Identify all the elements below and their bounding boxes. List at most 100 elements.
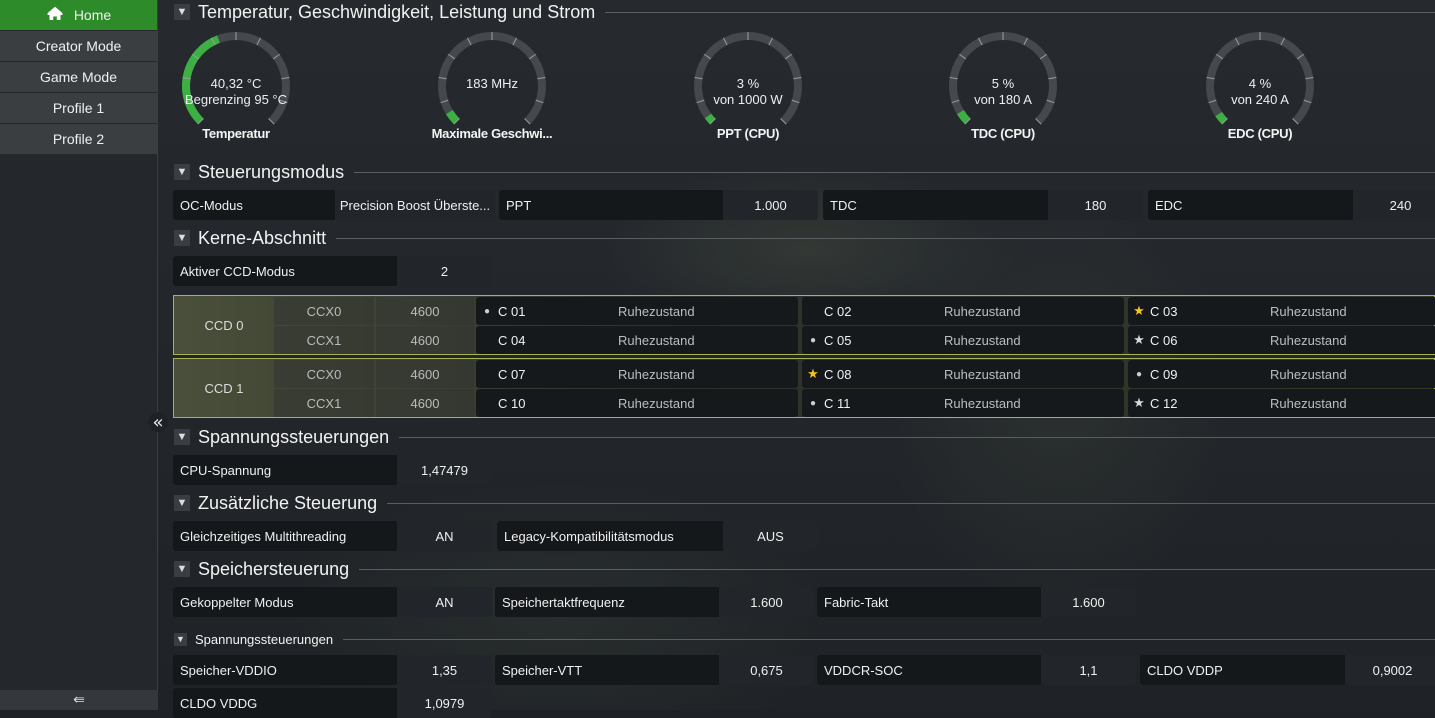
section-header-cores[interactable]: ▼ Kerne-Abschnitt [174,227,1435,249]
mem-vtt-setting: Speicher-VTT 0,675 [495,655,814,685]
gauge-label: EDC (CPU) [1227,126,1293,141]
sidebar-item-creator-mode[interactable]: Creator Mode [0,31,157,61]
core-cell[interactable]: ● C 05 Ruhezustand [802,326,1124,354]
setting-value[interactable]: 2 [397,256,492,286]
setting-value[interactable]: 1,1 [1041,655,1136,685]
setting-value[interactable]: 1,47479 [397,455,492,485]
setting-value[interactable]: Precision Boost Überste... [335,190,495,220]
section-header-memory[interactable]: ▼ Speichersteuerung [174,558,1435,580]
sidebar-item-profile-1[interactable]: Profile 1 [0,93,157,123]
section-header-voltage[interactable]: ▼ Spannungssteuerungen [174,426,1435,448]
core-cell[interactable]: C 10 Ruhezustand [476,389,798,417]
gauge-tick [512,37,517,46]
setting-label: OC-Modus [180,197,243,213]
core-id: C 07 [498,366,526,382]
core-id: C 06 [1150,332,1178,348]
chevron-down-icon[interactable]: ▼ [174,495,190,511]
oc-mode-setting: OC-Modus Precision Boost Überste... [173,190,495,220]
gauge-tick [1216,53,1224,60]
collapse-sidebar-button[interactable]: « [148,412,168,433]
gauge-tick [784,53,792,60]
home-icon [46,6,64,24]
gauge-tick [1023,37,1028,46]
core-cell[interactable]: C 02 Ruhezustand [802,297,1124,325]
gauge-fill [704,113,716,125]
core-id: C 01 [498,303,526,319]
setting-value[interactable]: AUS [723,521,818,551]
gauge-tick [184,99,193,104]
divider [605,11,1435,13]
chevron-down-icon[interactable]: ▼ [174,164,190,180]
section-title: Steuerungsmodus [198,161,345,182]
sidebar-item-label: Home [73,7,112,23]
sidebar-item-label: Profile 2 [52,131,105,147]
gauge-line2: von 240 A [1231,92,1289,107]
core-cell[interactable]: ● C 01 Ruhezustand [476,297,798,325]
core-cell[interactable]: ★ C 06 Ruhezustand [1128,326,1435,354]
setting-value[interactable]: AN [397,521,492,551]
sidebar-footer[interactable]: ⇚ [0,690,158,710]
chevron-down-icon[interactable]: ▼ [174,230,190,246]
setting-value[interactable]: 1,0979 [397,688,492,718]
ccx-name: CCX0 [274,297,374,325]
gauge-fill [956,109,971,125]
core-state: Ruhezustand [944,366,1021,382]
setting-label: Speichertaktfrequenz [502,594,625,610]
gauge-tick [1039,53,1047,60]
section-header-temp[interactable]: ▼ Temperatur, Geschwindigkeit, Leistung u… [174,1,1435,23]
core-cell[interactable]: ★ C 03 Ruhezustand [1128,297,1435,325]
setting-value[interactable]: 1,35 [397,655,492,685]
setting-value[interactable]: 1.000 [723,190,818,220]
gauge-tick [793,77,802,80]
sidebar-item-home[interactable]: Home [0,0,157,30]
cldo-vddp-setting: CLDO VDDP 0,9002 [1140,655,1435,685]
gauge-value: 4 % von 240 A [1190,76,1330,108]
sidebar: Home Creator Mode Game Mode Profile 1 Profil… [0,0,158,710]
setting-value[interactable]: 1.600 [1041,587,1136,617]
core-state: Ruhezustand [944,395,1021,411]
divider [343,638,1435,640]
setting-value[interactable]: 240 [1353,190,1435,220]
section-header-control-mode[interactable]: ▼ Steuerungsmodus [174,161,1435,183]
setting-value[interactable]: AN [397,587,492,617]
section-header-extra[interactable]: ▼ Zusätzliche Steuerung [174,492,1435,514]
ccx-name: CCX0 [274,360,374,388]
core-cell[interactable]: ★ C 12 Ruhezustand [1128,389,1435,417]
core-cell[interactable]: C 07 Ruhezustand [476,360,798,388]
ccd-block: CCD 0 CCX0 4600 ● C 01 Ruhezustand C 02 Ruhezus… [173,295,1435,355]
chevron-down-icon[interactable]: ▼ [174,561,190,577]
gauge-tick [524,118,531,125]
setting-value[interactable]: 0,9002 [1345,655,1435,685]
dot-icon: ● [809,334,817,346]
core-id: C 04 [498,332,526,348]
setting-label: CPU-Spannung [180,462,272,478]
section-header-memory-voltage[interactable]: ▼ Spannungssteuerungen [174,628,1435,650]
section-title: Temperatur, Geschwindigkeit, Leistung un… [198,1,596,22]
gauge-tick [281,77,290,80]
core-state: Ruhezustand [944,303,1021,319]
chevron-down-icon[interactable]: ▼ [174,4,190,20]
sidebar-item-profile-2[interactable]: Profile 2 [0,124,157,154]
chevron-down-icon[interactable]: ▼ [174,429,190,445]
setting-value[interactable]: 180 [1048,190,1143,220]
core-cell[interactable]: ● C 11 Ruhezustand [802,389,1124,417]
gauge-tick [528,53,536,60]
gauge-tick [438,77,447,80]
gauge-tick [1206,77,1215,80]
gauge-tick [537,77,546,80]
ccd-label: CCD 0 [204,317,244,333]
chevron-down-icon[interactable]: ▼ [174,632,187,646]
core-cell[interactable]: ● C 09 Ruhezustand [1128,360,1435,388]
gauge-label: Maximale Geschwi... [431,126,553,141]
sidebar-item-label: Profile 1 [52,100,105,116]
sidebar-item-game-mode[interactable]: Game Mode [0,62,157,92]
exit-icon[interactable]: ⇚ [73,692,85,708]
setting-value[interactable]: 0,675 [719,655,814,685]
setting-value[interactable]: 1.600 [719,587,814,617]
setting-label: VDDCR-SOC [824,662,903,678]
gauge-tick [1048,77,1057,80]
divider [387,502,1435,504]
gauge-label: Temperatur [202,126,270,141]
core-cell[interactable]: C 04 Ruhezustand [476,326,798,354]
core-cell[interactable]: ★ C 08 Ruhezustand [802,360,1124,388]
